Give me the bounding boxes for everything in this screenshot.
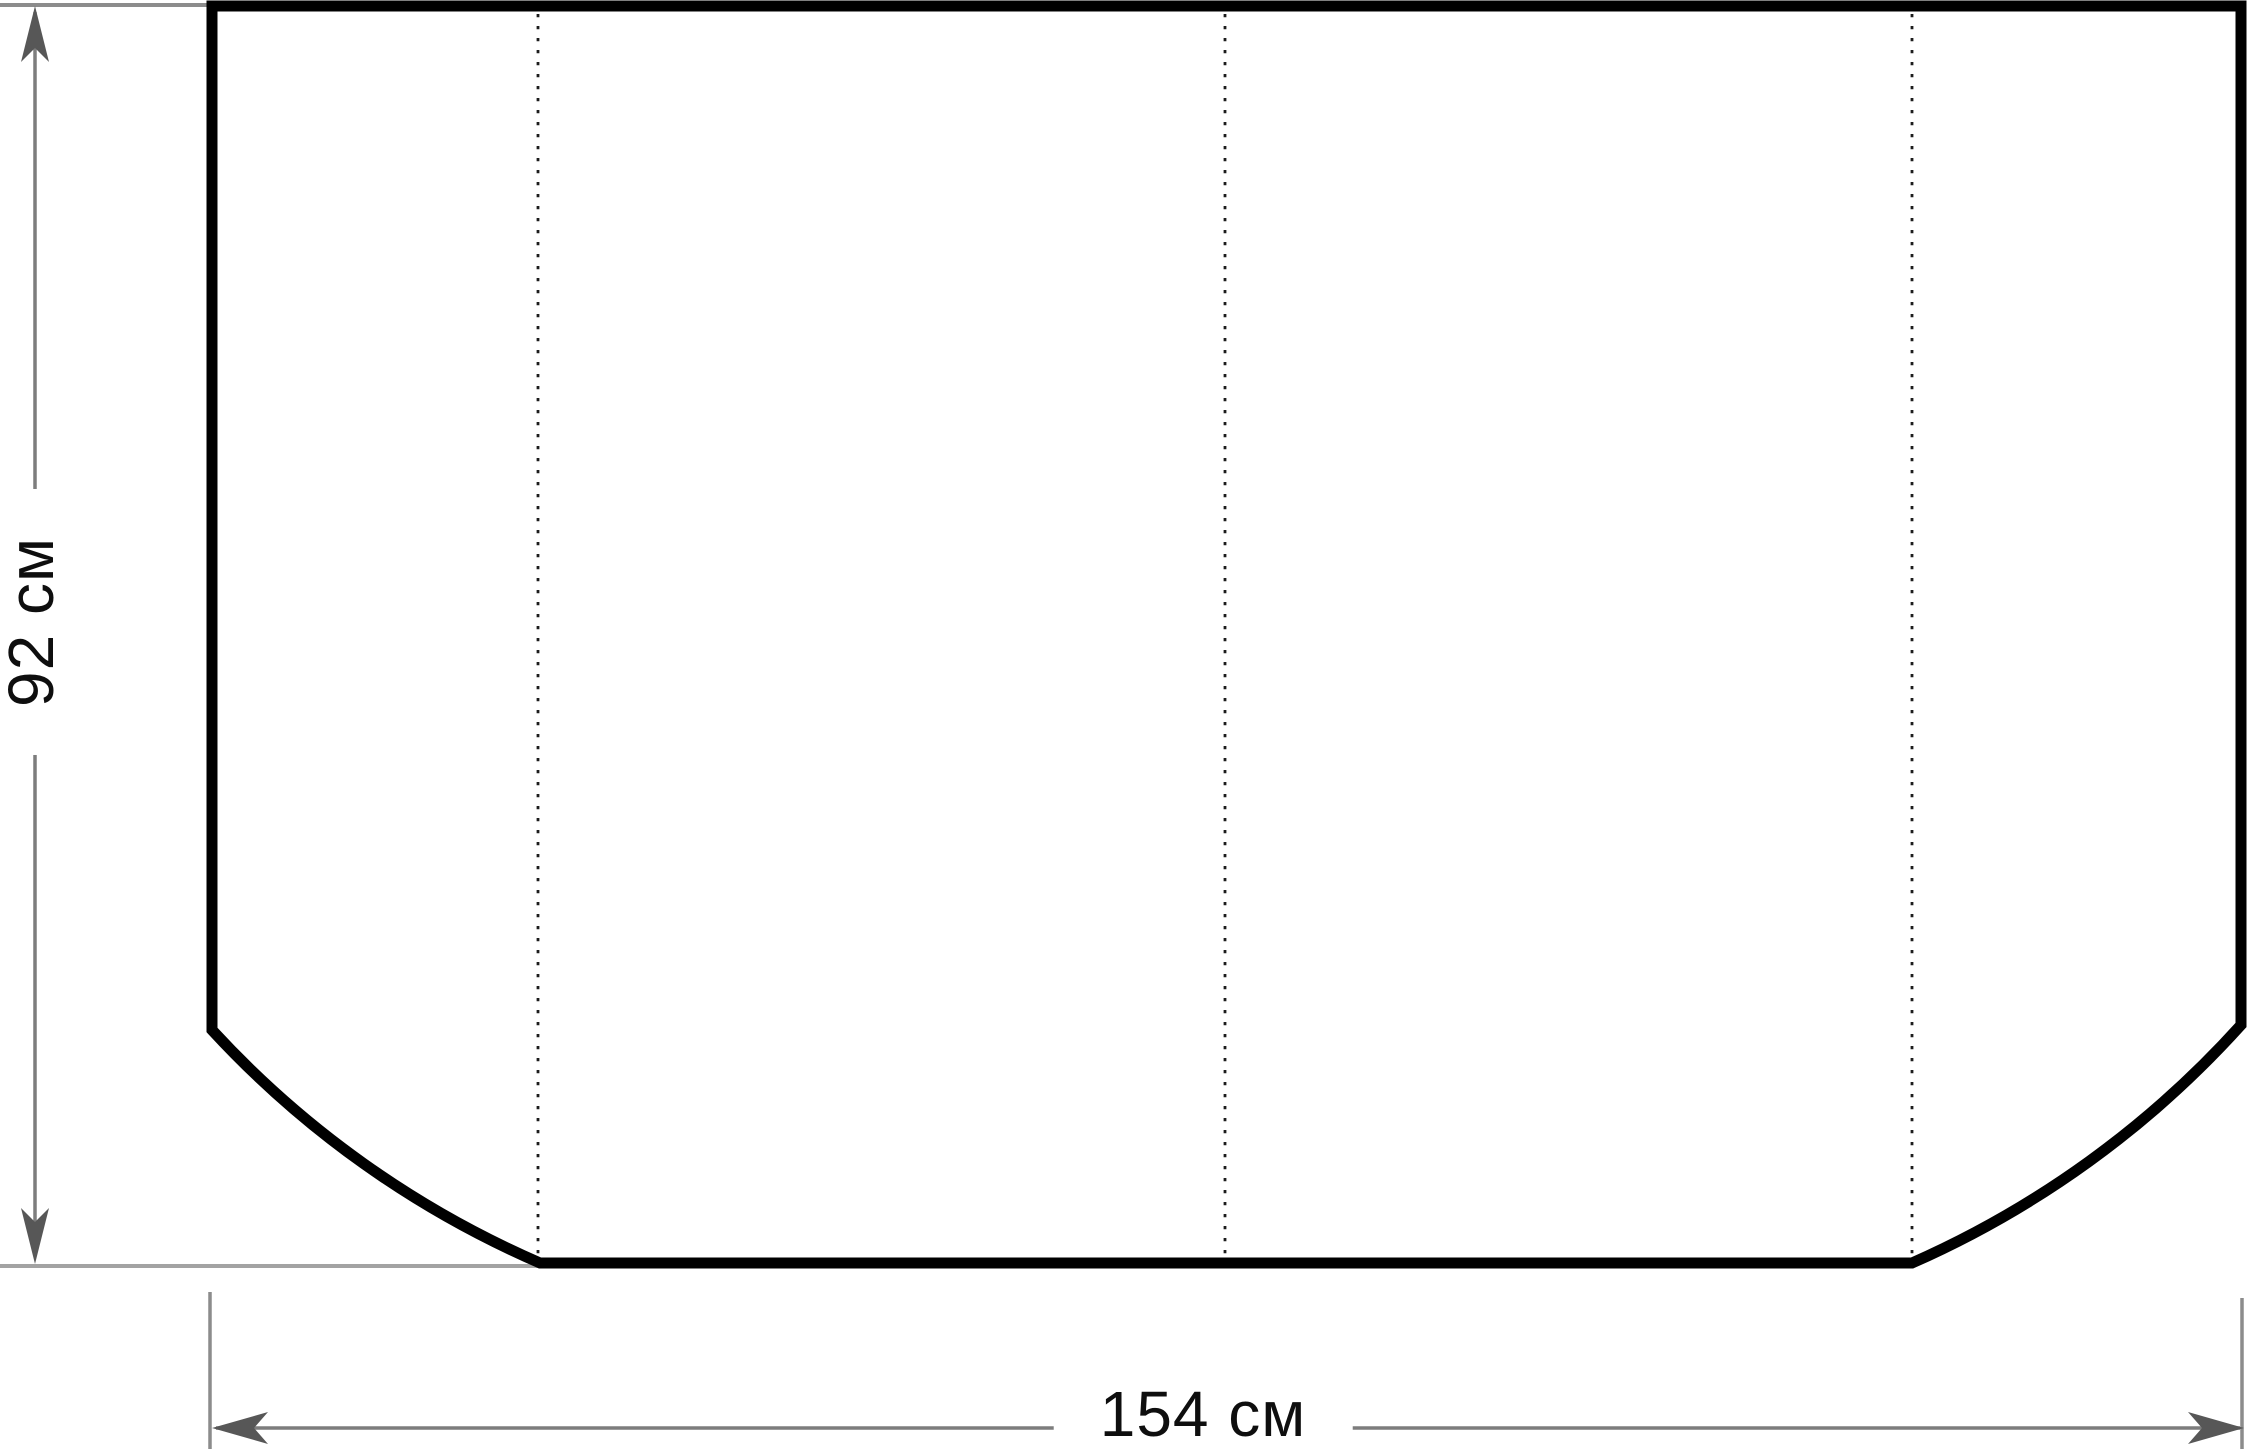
up-arrowhead-icon [21,6,49,62]
right-arrowhead-icon [2188,1412,2244,1444]
width-dimension-label: 154 см [1053,1376,1353,1449]
left-arrowhead-icon [212,1412,268,1444]
pattern-outline [206,0,2247,1269]
down-arrowhead-icon [21,1208,49,1264]
height-dimension-label: 92 см [0,489,69,755]
